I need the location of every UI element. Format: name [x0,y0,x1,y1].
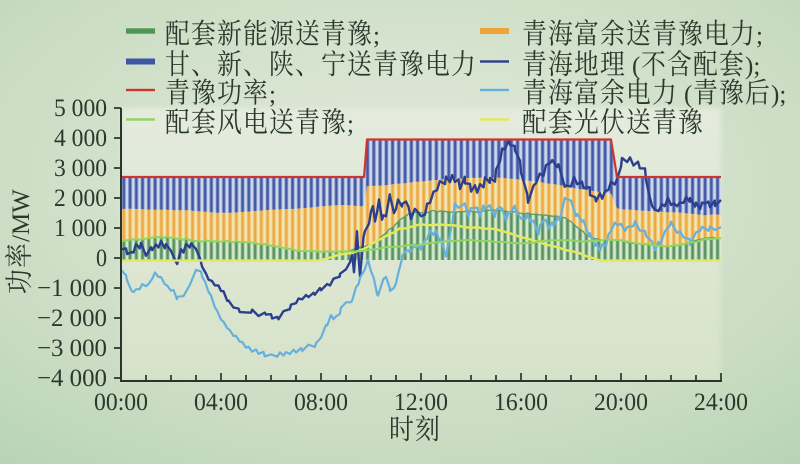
svg-text:/MW: /MW [8,189,35,242]
svg-text:−1 000: −1 000 [37,275,107,302]
svg-text:(: ( [684,82,692,109]
svg-text:00:00: 00:00 [94,389,148,416]
svg-text:5 000: 5 000 [54,95,107,122]
svg-text:4 000: 4 000 [54,125,107,152]
svg-text:);: ); [771,82,786,109]
svg-text:;: ; [756,23,763,50]
svg-text:−2 000: −2 000 [37,305,107,332]
svg-text:2 000: 2 000 [54,185,107,212]
svg-text:3 000: 3 000 [54,155,107,182]
svg-text:20:00: 20:00 [594,389,648,416]
svg-text:24:00: 24:00 [694,389,748,416]
svg-text:04:00: 04:00 [194,389,248,416]
svg-text:;: ; [373,23,380,50]
svg-text:;: ; [347,111,354,138]
svg-text:−3 000: −3 000 [37,335,107,362]
svg-text:(: ( [632,53,640,80]
svg-text:;: ; [269,82,276,109]
svg-text:12:00: 12:00 [394,389,448,416]
svg-text:08:00: 08:00 [294,389,348,416]
svg-text:16:00: 16:00 [494,389,548,416]
svg-text:);: ); [745,53,760,80]
svg-text:0: 0 [96,245,107,272]
svg-text:1 000: 1 000 [54,215,107,242]
svg-text:−4 000: −4 000 [37,365,107,392]
